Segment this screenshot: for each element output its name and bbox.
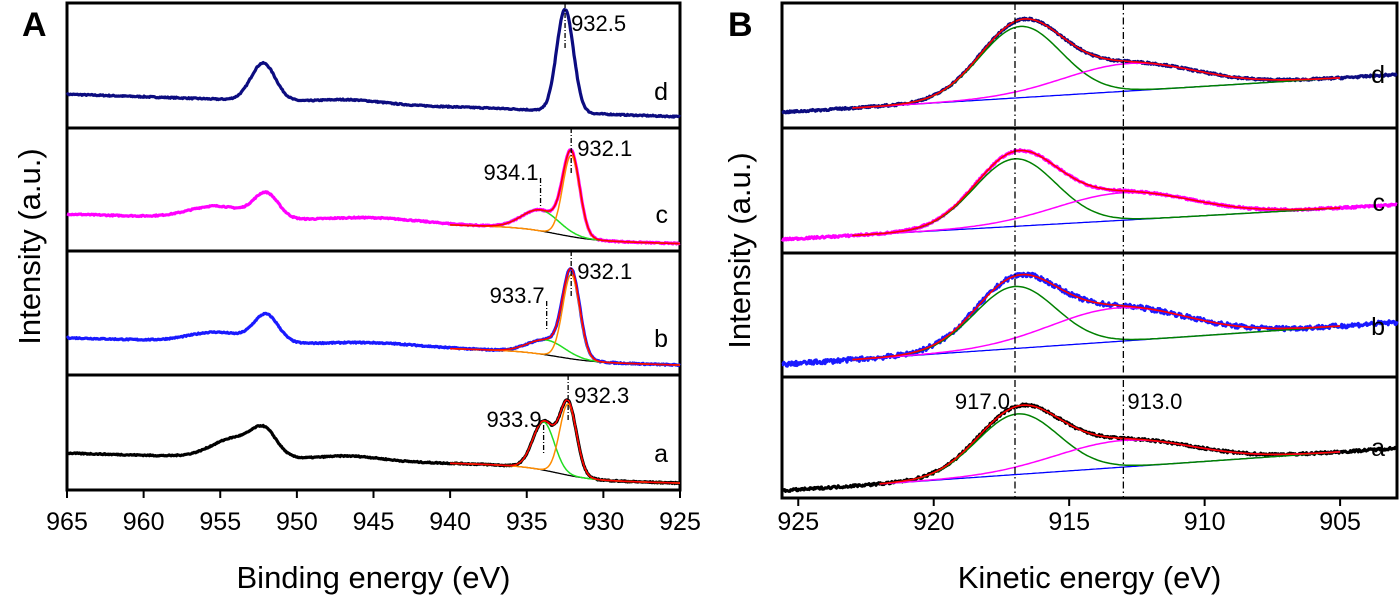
subplot-label-c: c [656,201,669,229]
x-tick-label: 945 [353,508,395,536]
x-tick-label: 915 [1048,508,1090,536]
fit-component-933.7 [450,339,681,366]
fit-envelope [450,267,681,366]
x-axis-label: Kinetic energy (eV) [958,560,1222,595]
subplot-label-d: d [1371,61,1385,89]
spectrum-d [781,16,1398,115]
x-tick-label: 925 [777,508,819,536]
fit-envelope [852,149,1341,237]
x-tick-label: 925 [659,508,701,536]
subplot-label-d: d [654,78,668,106]
fit-envelope [879,404,1341,485]
fit-component-912.8 [852,62,1341,109]
peak-annotation: 932.1 [577,136,632,161]
spectrum-a [780,402,1399,493]
subplot-label-a: a [654,440,668,468]
panel-a-subplot-d: d 932.5 [65,1,682,130]
fit-envelope [852,18,1341,109]
x-axis-label: Binding energy (eV) [237,560,511,595]
y-axis-label: Intensity (a.u.) [722,152,757,348]
fit-component-913 [879,439,1341,485]
x-tick-label: 905 [1319,508,1361,536]
spectrum-a [66,398,681,486]
panel-b-subplot-b: b [780,251,1399,379]
x-tick-label: 950 [276,508,318,536]
panel-b-subplot-d: d [780,1,1399,130]
peak-annotation: 934.1 [483,160,538,185]
fit-component-916.9 [879,413,1341,485]
subplot-frame [780,1,1399,130]
panel-b-subplot-a: a 917.0 913.0 [780,375,1399,500]
peak-annotation: 932.3 [574,383,629,408]
peak-annotation: 932.5 [571,11,626,36]
panel-a: Ad 932.5 c 934.1 932.1 b 933.7 932.1 a 933.9 932.3… [12,1,701,595]
fit-envelope [450,149,680,245]
peak-annotation: 933.7 [490,283,545,308]
fit-envelope [450,399,680,484]
panel-b-letter: B [728,6,753,44]
fit-envelope [852,273,1341,361]
x-tick-label: 920 [913,508,955,536]
subplot-label-b: b [1371,313,1385,341]
peak-annotation: 913.0 [1127,389,1182,414]
fit-component-913 [852,191,1341,237]
x-tick-label: 955 [199,508,241,536]
subplot-label-b: b [654,325,668,353]
peak-annotation: 933.9 [487,407,542,432]
x-tick-label: 940 [429,508,471,536]
panel-b-subplot-c: c [780,126,1399,255]
x-tick-label: 935 [506,508,548,536]
subplot-frame [780,375,1399,500]
panel-a-subplot-a: a 933.9 932.3 [65,373,682,492]
panel-b: Bd c b a 917.0 913.0 925 920 915 910 905 Kinetic en… [722,1,1399,595]
x-tick-label: 910 [1184,508,1226,536]
x-tick-label: 960 [123,508,165,536]
subplot-label-a: a [1371,434,1385,462]
spectrum-b [781,271,1399,368]
spectrum-c [780,148,1398,242]
fit-component-933.9 [450,421,680,484]
x-tick-label: 965 [46,508,88,536]
fit-component-932.3 [450,403,680,484]
panel-a-letter: A [22,6,47,44]
y-axis-label: Intensity (a.u.) [12,148,47,344]
x-tick-label: 930 [583,508,625,536]
panel-a-subplot-b: b 933.7 932.1 [65,249,682,377]
peak-annotation: 917.0 [955,389,1010,414]
spectrum-d [65,7,681,119]
panel-a-subplot-c: c 934.1 932.1 [65,126,682,253]
fit-component-916.8 [852,25,1341,109]
subplot-label-c: c [1373,189,1386,217]
peak-annotation: 932.1 [577,259,632,284]
